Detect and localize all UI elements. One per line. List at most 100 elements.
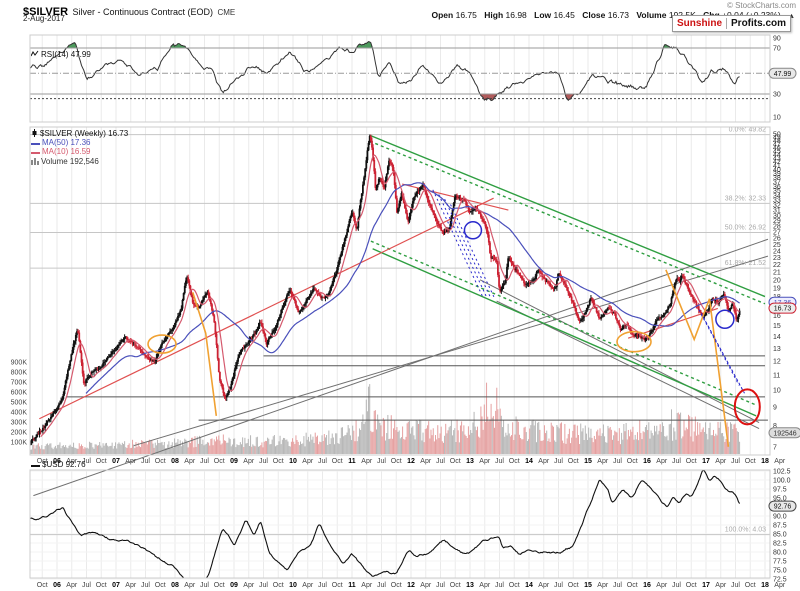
svg-text:18: 18 (761, 458, 769, 465)
svg-text:97.5: 97.5 (773, 487, 787, 494)
svg-text:Jul: Jul (495, 458, 504, 465)
svg-text:26: 26 (773, 236, 781, 243)
svg-text:38: 38 (773, 175, 781, 182)
svg-text:Apr: Apr (715, 582, 727, 589)
svg-text:Oct: Oct (96, 582, 107, 589)
svg-text:Apr: Apr (184, 458, 196, 465)
rsi-guide-lines (30, 47, 770, 100)
svg-text:Oct: Oct (332, 458, 343, 465)
svg-text:23: 23 (773, 255, 781, 262)
svg-text:8: 8 (773, 423, 777, 430)
blue-highlight-circles (463, 221, 735, 330)
svg-text:Oct: Oct (214, 582, 225, 589)
svg-text:80.0: 80.0 (773, 550, 787, 557)
svg-text:31: 31 (773, 208, 781, 215)
rsi-legend[interactable]: RSI(14) 47.99 (30, 50, 91, 60)
svg-text:100K: 100K (11, 440, 28, 447)
usd-legend-label: $USD 92.76 (42, 460, 86, 469)
svg-text:75.0: 75.0 (773, 568, 787, 575)
svg-text:Jul: Jul (554, 582, 563, 589)
panel-borders (29, 34, 771, 579)
svg-text:25: 25 (773, 242, 781, 249)
close-value: 16.73 (607, 10, 630, 20)
svg-text:35: 35 (773, 188, 781, 195)
usd-legend[interactable]: $USD 92.76 (31, 461, 86, 470)
svg-text:700K: 700K (11, 380, 28, 387)
grid-lines (30, 35, 770, 580)
svg-text:Apr: Apr (597, 582, 609, 589)
svg-text:192546: 192546 (773, 430, 796, 437)
exchange-label: CME (217, 8, 236, 17)
ma10-line-icon (31, 149, 40, 157)
svg-text:Apr: Apr (479, 458, 491, 465)
svg-text:38.2%: 32.33: 38.2%: 32.33 (725, 195, 766, 202)
svg-text:400K: 400K (11, 410, 28, 417)
logo-profits: Profits.com (731, 18, 787, 29)
svg-text:900K: 900K (11, 360, 28, 367)
volume-legend-row[interactable]: Volume 192,546 (31, 157, 128, 167)
svg-text:Apr: Apr (302, 458, 314, 465)
price-axis-labels: 7891011121314151617181920212223242526272… (773, 131, 781, 451)
volume-legend-label: Volume 192,546 (41, 157, 99, 166)
svg-text:Oct: Oct (686, 582, 697, 589)
svg-text:47: 47 (773, 141, 781, 148)
svg-text:16: 16 (643, 582, 651, 589)
svg-text:87.5: 87.5 (773, 523, 787, 530)
svg-text:07: 07 (112, 458, 120, 465)
svg-text:85.0: 85.0 (773, 532, 787, 539)
svg-text:Apr: Apr (774, 458, 786, 465)
low-value: 16.45 (553, 10, 575, 20)
ma10-legend-label: MA(10) 16.59 (42, 147, 91, 156)
svg-text:Jul: Jul (200, 582, 209, 589)
svg-text:Apr: Apr (715, 458, 727, 465)
green-channel-lines (369, 134, 766, 417)
svg-text:10: 10 (773, 388, 781, 395)
svg-text:Jul: Jul (672, 582, 681, 589)
svg-text:Apr: Apr (302, 582, 314, 589)
open-label: Open (431, 10, 454, 20)
svg-text:90.0: 90.0 (773, 514, 787, 521)
svg-text:72.5: 72.5 (773, 577, 787, 584)
volume-bars-icon (31, 157, 39, 167)
svg-text:07: 07 (112, 582, 120, 589)
svg-text:Jul: Jul (731, 582, 740, 589)
svg-text:95.0: 95.0 (773, 496, 787, 503)
svg-text:16: 16 (773, 313, 781, 320)
svg-text:29: 29 (773, 218, 781, 225)
rsi-squiggle-icon (30, 50, 39, 60)
svg-text:36: 36 (773, 184, 781, 191)
ma50-line-icon (31, 140, 40, 148)
sunshine-profits-logo[interactable]: Sunshine Profits.com (672, 15, 792, 32)
svg-text:Apr: Apr (538, 458, 550, 465)
svg-text:61.8%: 21.52: 61.8%: 21.52 (725, 260, 766, 267)
svg-text:40: 40 (773, 167, 781, 174)
svg-text:Oct: Oct (332, 582, 343, 589)
ma10-legend-row[interactable]: MA(10) 16.59 (31, 148, 128, 157)
svg-text:Oct: Oct (273, 582, 284, 589)
ma50-legend-label: MA(50) 17.36 (42, 138, 91, 147)
svg-text:500K: 500K (11, 400, 28, 407)
svg-text:Jul: Jul (318, 458, 327, 465)
svg-text:Apr: Apr (125, 458, 137, 465)
low-label: Low (534, 10, 552, 20)
svg-text:08: 08 (171, 582, 179, 589)
svg-text:11: 11 (348, 458, 356, 465)
svg-text:Jul: Jul (377, 582, 386, 589)
svg-text:49: 49 (773, 135, 781, 142)
svg-text:Jul: Jul (259, 582, 268, 589)
svg-text:30: 30 (773, 92, 781, 99)
svg-text:Oct: Oct (273, 458, 284, 465)
ma50-legend-row[interactable]: MA(50) 17.36 (31, 139, 128, 148)
svg-text:600K: 600K (11, 390, 28, 397)
svg-text:06: 06 (53, 458, 61, 465)
svg-text:Jul: Jul (318, 582, 327, 589)
svg-text:Apr: Apr (361, 582, 373, 589)
svg-text:14: 14 (773, 334, 781, 341)
rsi-axis-labels: 90 70 30 10 (773, 36, 781, 122)
x-axis-labels: Oct 06 Apr Jul Oct 07 Apr Jul Oct 08 Apr Jul Oct 09 Ap… (37, 458, 786, 589)
svg-text:10: 10 (773, 115, 781, 122)
instrument-name: Silver - Continuous Contract (EOD) (72, 7, 214, 17)
svg-text:Jul: Jul (672, 458, 681, 465)
ma50-line (85, 182, 740, 394)
main-legend-title-row[interactable]: $SILVER (Weekly) 16.73 (31, 129, 128, 139)
